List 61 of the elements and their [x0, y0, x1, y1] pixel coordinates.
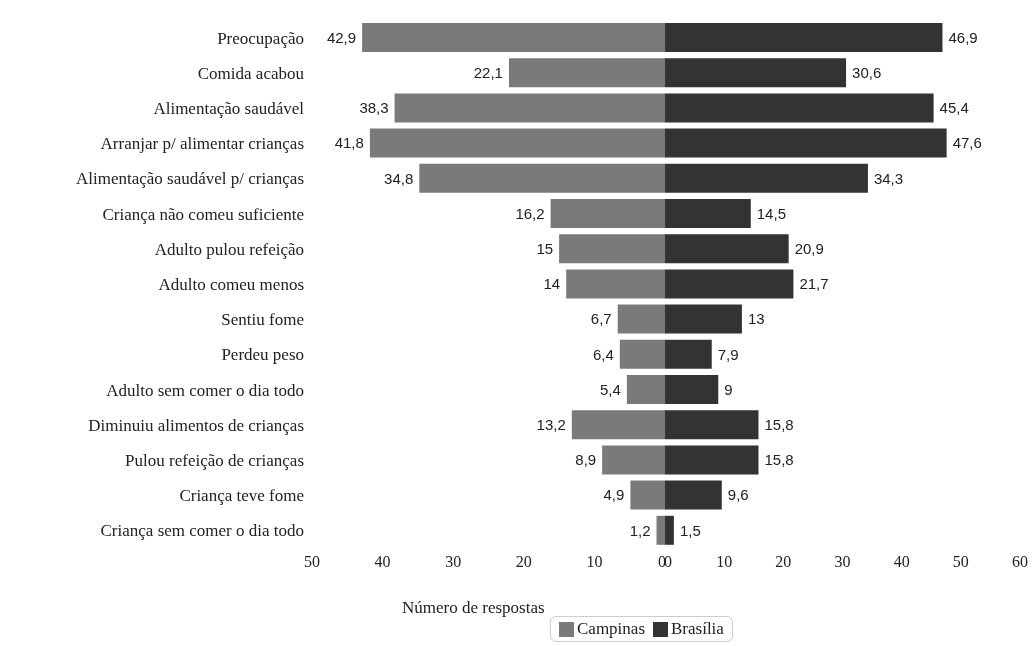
- data-label: 5,4: [600, 380, 621, 398]
- y-tick-label: Adulto comeu menos: [158, 275, 304, 295]
- data-label: 14,5: [756, 204, 786, 222]
- x-tick-label: 20: [775, 553, 792, 571]
- y-tick-label: Preocupação: [217, 28, 304, 48]
- y-tick-label: Alimentação saudável p/ crianças: [76, 169, 304, 189]
- y-tick-label: Adulto sem comer o dia todo: [106, 380, 304, 400]
- data-label: 34,3: [873, 169, 904, 187]
- data-label: 38,3: [359, 99, 389, 117]
- x-tick-label: 10: [586, 553, 603, 571]
- data-label: 14: [543, 275, 561, 293]
- y-tick-label: Criança sem comer o dia todo: [100, 521, 304, 541]
- data-label: 16,2: [515, 204, 545, 222]
- data-label: 4,9: [603, 486, 625, 504]
- y-tick-label: Pulou refeição de crianças: [125, 451, 304, 471]
- data-label: 6,4: [592, 345, 614, 363]
- data-label: 47,6: [952, 134, 982, 152]
- x-tick-label: 50: [952, 553, 969, 571]
- y-tick-label: Perdeu peso: [221, 345, 304, 365]
- data-label: 6,7: [590, 310, 612, 328]
- x-tick-label: 30: [445, 553, 462, 571]
- data-label: 30,6: [852, 63, 882, 81]
- x-tick-label: 40: [374, 553, 391, 571]
- data-label: 41,8: [334, 134, 364, 152]
- data-label: 34,8: [384, 169, 414, 187]
- x-tick-label: 0: [658, 553, 666, 571]
- data-label: 15,8: [764, 451, 794, 469]
- y-tick-label: Adulto pulou refeição: [154, 239, 304, 259]
- data-label: 22,1: [473, 63, 503, 81]
- data-label: 13: [747, 310, 765, 328]
- data-label: 46,9: [948, 28, 978, 46]
- legend-label: Brasília: [670, 619, 724, 639]
- y-tick-label: Criança teve fome: [179, 486, 304, 506]
- y-tick-label: Diminuiu alimentos de crianças: [88, 415, 304, 435]
- x-tick-label: 0: [664, 553, 672, 571]
- data-label: 15: [536, 239, 554, 257]
- x-tick-label: 50: [304, 553, 320, 571]
- y-tick-label: Arranjar p/ alimentar crianças: [100, 134, 304, 154]
- x-axis-title: Número de respostas: [402, 598, 545, 618]
- data-label: 45,4: [939, 99, 969, 117]
- data-label: 42,9: [326, 28, 357, 46]
- data-label: 15,8: [764, 415, 794, 433]
- y-tick-label: Alimentação saudável: [153, 99, 305, 119]
- data-label: 9: [724, 380, 733, 398]
- y-tick-label: Criança não comeu suficiente: [102, 204, 304, 224]
- x-tick-label: 10: [716, 553, 733, 571]
- data-label: 7,9: [717, 345, 739, 363]
- data-label: 8,9: [575, 451, 597, 469]
- data-label: 1,2: [629, 521, 651, 539]
- legend-label: Campinas: [576, 619, 645, 639]
- y-tick-label: Comida acabou: [197, 63, 305, 83]
- data-label: 13,2: [536, 415, 566, 433]
- data-label: 9,6: [727, 486, 749, 504]
- x-tick-label: 40: [893, 553, 910, 571]
- data-label: 20,9: [794, 239, 824, 257]
- data-label: 21,7: [799, 275, 829, 293]
- x-tick-label: 60: [1012, 553, 1028, 571]
- x-tick-label: 30: [834, 553, 851, 571]
- y-tick-label: Sentiu fome: [221, 310, 304, 330]
- x-tick-label: 20: [515, 553, 532, 571]
- data-label: 1,5: [679, 521, 701, 539]
